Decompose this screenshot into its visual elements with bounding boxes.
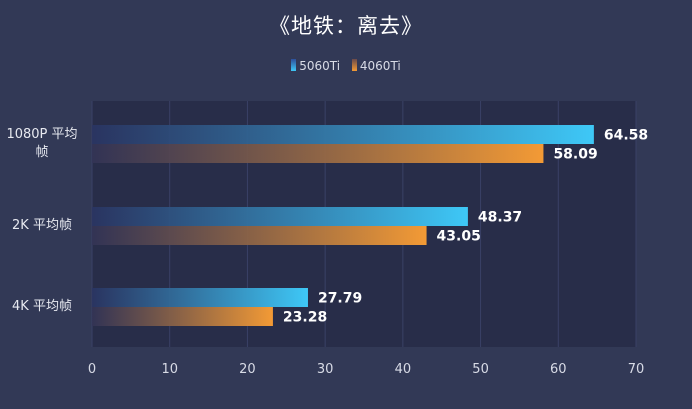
x-axis-ticks: 0 10 20 30 40 50 60 70	[88, 362, 644, 377]
legend-swatch-5060ti	[291, 59, 297, 71]
x-tick-label: 60	[550, 362, 567, 377]
x-tick-label: 50	[472, 362, 489, 377]
bar-5060ti-0[interactable]	[92, 125, 594, 144]
value-label: 43.05	[437, 229, 481, 245]
value-label: 64.58	[604, 128, 648, 144]
legend-label-5060ti: 5060Ti	[299, 59, 341, 73]
x-tick-label: 70	[628, 362, 645, 377]
legend-item-5060ti[interactable]: 5060Ti	[291, 59, 340, 73]
bar-4060ti-0[interactable]	[92, 144, 544, 163]
x-tick-label: 40	[395, 362, 412, 377]
category-label: 1080P 平均帧	[6, 127, 78, 160]
bars	[92, 125, 594, 326]
legend-item-4060ti[interactable]: 4060Ti	[351, 59, 401, 73]
bar-5060ti-1[interactable]	[92, 207, 468, 226]
x-tick-label: 30	[317, 362, 334, 377]
bar-5060ti-2[interactable]	[92, 288, 308, 307]
x-tick-label: 10	[161, 362, 178, 377]
legend-label-4060ti: 4060Ti	[359, 59, 401, 73]
value-label: 48.37	[478, 210, 522, 226]
bar-4060ti-2[interactable]	[92, 307, 273, 326]
x-tick-label: 0	[88, 362, 96, 377]
value-labels: 64.58 58.09 48.37 43.05 27.79 23.28	[283, 128, 648, 326]
x-tick-label: 20	[239, 362, 256, 377]
chart-title: 《地铁：离去》	[269, 14, 423, 38]
value-label: 23.28	[283, 310, 327, 326]
category-label: 2K 平均帧	[12, 218, 72, 233]
bar-4060ti-1[interactable]	[92, 226, 427, 245]
category-label: 4K 平均帧	[12, 299, 72, 314]
legend[interactable]: 5060Ti 4060Ti	[0, 59, 692, 73]
legend-swatch-4060ti	[351, 59, 357, 71]
value-label: 58.09	[553, 147, 597, 163]
value-label: 27.79	[318, 291, 362, 307]
